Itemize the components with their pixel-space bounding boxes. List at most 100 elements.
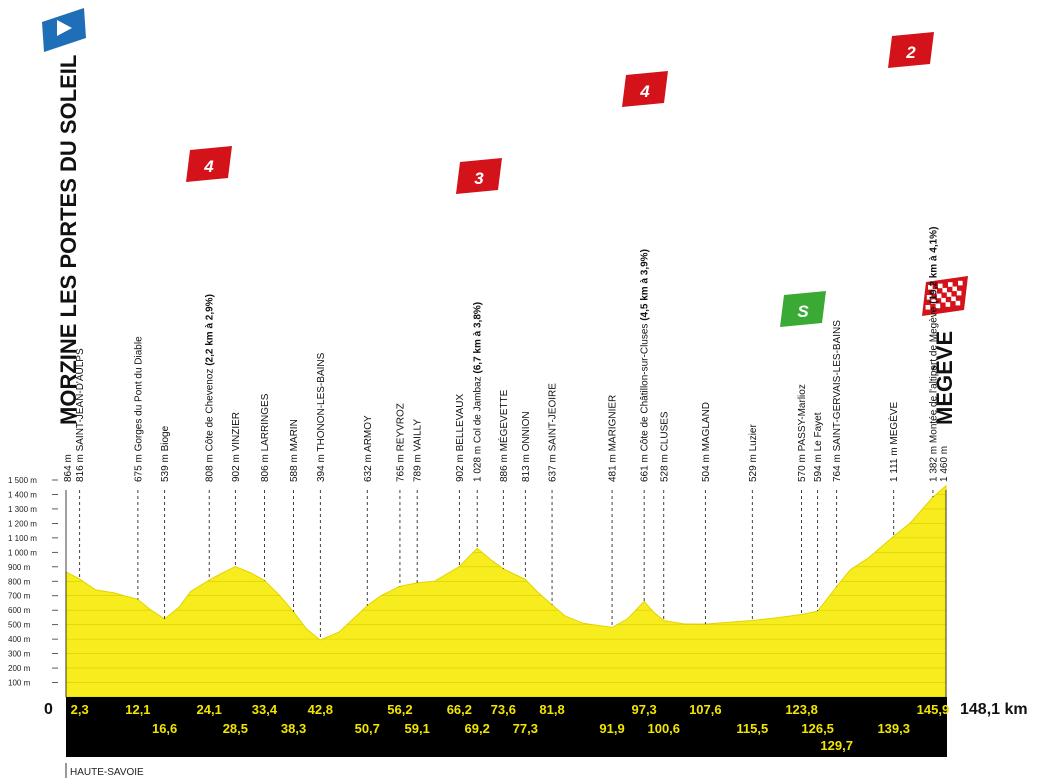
- waypoint-name: SAINT-GERVAIS-LES-BAINS: [832, 320, 843, 452]
- cat4-badge-icon: 4: [622, 71, 668, 107]
- waypoint-climb-info: (19,2 km à 4,1%): [928, 227, 939, 307]
- km-label: 56,2: [387, 702, 412, 717]
- km-label: 2,3: [71, 702, 89, 717]
- waypoint-label: 886 m MÉGEVETTE: [497, 389, 510, 482]
- waypoint-name: SAINT-JEOIRE: [548, 383, 559, 452]
- waypoint-label: 588 m MARIN: [289, 419, 300, 482]
- y-tick-label: 1 100 m: [8, 534, 37, 543]
- waypoint-name: CLUSES: [659, 411, 670, 451]
- badge-label: 4: [639, 82, 650, 101]
- y-tick-label: 700 m: [8, 592, 31, 601]
- waypoint-altitude: 764 m: [832, 451, 843, 482]
- waypoint-label: 806 m LARRINGES: [260, 393, 271, 482]
- km-label: 81,8: [539, 702, 564, 717]
- y-tick-label: 200 m: [8, 664, 31, 673]
- finish-name: MEGÈVE: [932, 331, 957, 425]
- waypoint-altitude: 637 m: [548, 451, 559, 482]
- waypoint-altitude: 813 m: [521, 451, 532, 482]
- km-label: 16,6: [152, 721, 177, 736]
- waypoint-label: 504 m MAGLAND: [701, 402, 712, 482]
- km-label: 24,1: [197, 702, 222, 717]
- waypoint-altitude: 394 m: [316, 452, 327, 482]
- waypoint-label: 528 m CLUSES: [659, 411, 670, 482]
- waypoint-label: 394 m THONON-LES-BAINS: [316, 352, 327, 482]
- waypoint-label: 902 m VINZIER: [231, 412, 242, 482]
- waypoint-altitude: 504 m: [701, 451, 712, 482]
- waypoint-label: 539 m Bioge: [160, 425, 171, 482]
- km-label: 66,2: [447, 702, 472, 717]
- waypoint-label: 813 m ONNION: [521, 411, 532, 482]
- km-label: 123,8: [785, 702, 818, 717]
- start-flag-icon: [42, 8, 86, 52]
- finish-altitude: 1 460 m: [939, 446, 950, 482]
- finish-flag-icon: [922, 276, 968, 316]
- waypoint-climb-info: (6,7 km à 3,8%): [473, 302, 484, 376]
- km-label: 59,1: [405, 721, 430, 736]
- km-label: 126,5: [801, 721, 834, 736]
- waypoint-label: 632 m ARMOY: [363, 415, 374, 482]
- waypoint-altitude: 675 m: [133, 451, 144, 482]
- waypoint-altitude: 902 m: [455, 451, 466, 482]
- waypoint-altitude: 539 m: [160, 451, 171, 482]
- waypoint-climb-info: (4,5 km à 3,9%): [640, 249, 651, 323]
- km-label: 91,9: [599, 721, 624, 736]
- start-km: 0: [44, 701, 53, 718]
- y-tick-label: 1 300 m: [8, 505, 37, 514]
- y-tick-label: 1 500 m: [8, 476, 37, 485]
- climb-badges: 4 3 4 2 S: [186, 32, 934, 327]
- waypoint-name: MAGLAND: [701, 402, 712, 451]
- km-label: 115,5: [736, 721, 768, 736]
- waypoint-name: Luzier: [748, 424, 759, 452]
- waypoint-altitude: 1 382 m: [928, 443, 939, 482]
- waypoint-label: 529 m Luzier: [748, 424, 759, 482]
- cat3-badge-icon: 3: [456, 158, 502, 194]
- km-label: 28,5: [223, 721, 248, 736]
- km-label: 139,3: [877, 721, 910, 736]
- waypoint-altitude: 528 m: [659, 451, 670, 482]
- km-label: 12,1: [125, 702, 150, 717]
- km-label: 73,6: [491, 702, 516, 717]
- waypoint-name: Montée de l'altiport de Megève: [928, 306, 939, 443]
- waypoint-name: LARRINGES: [260, 393, 271, 451]
- y-tick-label: 100 m: [8, 679, 31, 688]
- waypoint-label: 765 m REYVROZ: [395, 403, 406, 482]
- waypoint-name: Gorges du Pont du Diable: [133, 336, 144, 452]
- y-axis: 100 m 200 m 300 m 400 m 500 m 600 m 700 m 800 m…: [8, 476, 58, 688]
- waypoint-label: 789 m VAILLY: [413, 419, 424, 482]
- km-label: 69,2: [465, 721, 490, 736]
- waypoints: 816 m SAINT-JEAN-D'AULPS 675 m Gorges du …: [65, 227, 947, 697]
- waypoint-name: Côte de Châtillon-sur-Cluses: [640, 324, 651, 452]
- waypoint-altitude: 588 m: [289, 451, 300, 482]
- waypoint-label: 570 m PASSY-Marlioz: [797, 384, 808, 482]
- waypoint-climb-info: (2,2 km à 2,9%): [205, 294, 216, 368]
- waypoint-altitude: 570 m: [797, 451, 808, 482]
- km-label: 77,3: [513, 721, 538, 736]
- y-tick-label: 300 m: [8, 650, 31, 659]
- waypoint-altitude: 1 028 m: [473, 443, 484, 482]
- km-label: 107,6: [689, 702, 722, 717]
- waypoint-altitude: 789 m: [413, 451, 424, 482]
- waypoint-label: 902 m BELLEVAUX: [455, 393, 466, 482]
- waypoint-name: MÉGEVETTE: [497, 389, 510, 451]
- waypoint-label: 637 m SAINT-JEOIRE: [548, 383, 559, 482]
- waypoint-name: VINZIER: [231, 412, 242, 451]
- region-label: HAUTE-SAVOIE: [70, 767, 144, 778]
- waypoint-altitude: 806 m: [260, 451, 271, 482]
- km-label: 129,7: [820, 738, 853, 753]
- waypoint-label: 1 111 m MEGÈVE: [887, 401, 900, 482]
- y-tick-label: 800 m: [8, 577, 31, 586]
- waypoint-label: 481 m MARIGNIER: [608, 395, 619, 482]
- waypoint-name: VAILLY: [413, 419, 424, 452]
- waypoint-altitude: 632 m: [363, 452, 374, 482]
- y-tick-label: 1 000 m: [8, 548, 37, 557]
- waypoint-altitude: 1 111 m: [889, 445, 900, 482]
- waypoint-altitude: 594 m: [813, 451, 824, 482]
- start-name: MORZINE LES PORTES DU SOLEIL: [56, 55, 81, 425]
- y-tick-label: 1 400 m: [8, 490, 37, 499]
- km-label: 97,3: [631, 702, 656, 717]
- waypoint-label: 1 382 m Montée de l'altiport de Megève (…: [928, 227, 939, 482]
- y-tick-label: 900 m: [8, 563, 31, 572]
- km-label: 38,3: [281, 721, 306, 736]
- waypoint-name: Le Fayet: [813, 412, 824, 451]
